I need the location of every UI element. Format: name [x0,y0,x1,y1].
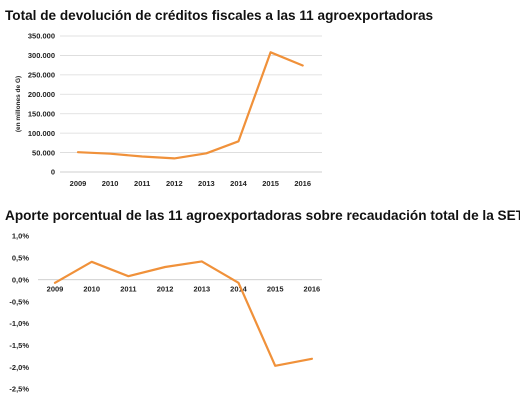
y-tick-label: -1,0% [9,319,29,328]
x-tick-label: 2015 [262,179,279,188]
x-tick-label: 2012 [157,285,174,294]
y-tick-label: 200.000 [28,90,55,99]
x-tick-label: 2012 [166,179,183,188]
y-tick-label: 300.000 [28,51,55,60]
y-tick-label: 0 [51,168,55,177]
series-line [53,260,313,367]
x-tick-label: 2016 [294,179,311,188]
chart-2-title: Aporte porcentual de las 11 agroexportad… [5,208,520,223]
y-tick-label: 150.000 [28,109,55,118]
x-tick-label: 2015 [267,285,284,294]
y-tick-label: 350.000 [28,32,55,41]
chart-1-svg: 0 50.000 100.000 150.000 200.000 250.000 300.0… [15,32,322,188]
chart-1-title: Total de devolución de créditos fiscales… [5,8,434,23]
x-tick-label: 2014 [230,179,248,188]
x-tick-label: 2011 [120,285,136,294]
y-tick-label: 100.000 [28,129,55,138]
y-tick-label: 0,5% [12,254,29,263]
y-tick-label: -0,5% [9,297,29,306]
y-tick-label: 0,0% [12,275,29,284]
x-tick-label: 2014 [230,285,248,294]
x-tick-label: 2011 [134,179,150,188]
x-tick-label: 2013 [198,179,215,188]
x-tick-label: 2013 [193,285,210,294]
y-tick-label: -1,5% [9,341,29,350]
x-tick-label: 2009 [47,285,64,294]
y-tick-label: 1,0% [12,232,29,241]
x-tick-label: 2009 [70,179,87,188]
y-tick-label: -2,5% [9,385,29,394]
y-tick-label: -2,0% [9,363,29,372]
x-tick-label: 2010 [83,285,100,294]
x-tick-label: 2010 [102,179,119,188]
y-axis-label: (en millones de G) [15,76,22,132]
y-tick-label: 50.000 [32,148,55,157]
x-tick-label: 2016 [304,285,321,294]
y-tick-label: 250.000 [28,71,55,80]
series-line [76,51,304,160]
